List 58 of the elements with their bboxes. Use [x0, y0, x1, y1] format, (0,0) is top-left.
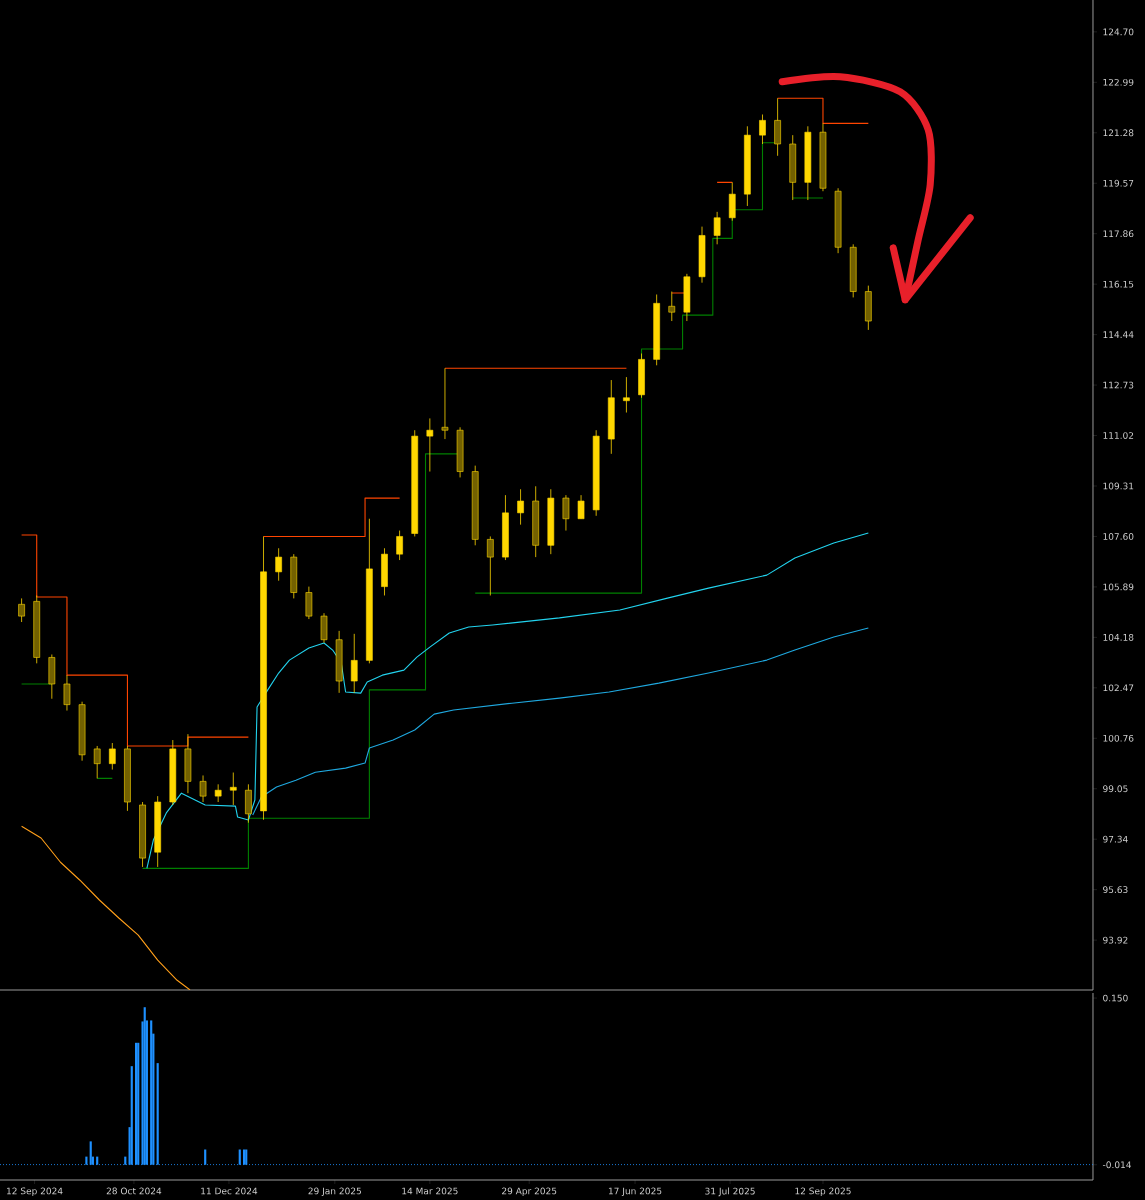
line-series [146, 532, 869, 869]
x-tick-label: 17 Jun 2025 [608, 1187, 662, 1197]
y-tick-label: 124.70 [1103, 28, 1134, 36]
candlestick [668, 291, 676, 322]
candlestick [441, 367, 449, 440]
x-tick-label: 31 Jul 2025 [705, 1187, 755, 1197]
x-tick-label: 12 Sep 2024 [7, 1187, 63, 1197]
x-tick-label: 12 Sep 2025 [795, 1187, 851, 1197]
candlestick [93, 745, 101, 779]
candlestick [275, 547, 282, 582]
y-tick-label: 99.05 [1103, 785, 1128, 793]
candlestick [18, 598, 25, 623]
y-tick-label: 114.44 [1103, 331, 1134, 338]
candlestick [623, 376, 630, 413]
y-tick-label: 97.34 [1103, 835, 1128, 843]
y-tick-label: 93.92 [1103, 936, 1128, 944]
x-tick-label: 29 Apr 2025 [502, 1187, 557, 1197]
candlestick [728, 181, 736, 222]
candlestick [320, 612, 328, 644]
candlestick [759, 114, 766, 145]
y-tick-label: 122.99 [1103, 78, 1134, 86]
candlestick [245, 783, 252, 824]
candlestick [109, 742, 116, 770]
y-tick-label: -0.014 [1102, 1161, 1132, 1169]
candlestick [199, 775, 207, 803]
bar [143, 1007, 146, 1165]
candlestick [305, 586, 313, 620]
bar [89, 1141, 92, 1165]
line-series [21, 825, 191, 990]
candlestick [396, 530, 403, 561]
y-tick-label: 119.57 [1103, 179, 1134, 187]
y-tick-label: 100.76 [1103, 734, 1134, 742]
y-tick-label: 111.02 [1103, 432, 1134, 439]
candlestick [426, 418, 434, 472]
candlestick [577, 494, 585, 520]
x-tick-label: 14 Mar 2025 [402, 1187, 458, 1195]
y-tick-label: 0.150 [1103, 994, 1128, 1002]
candlestick [517, 488, 524, 526]
y-tick-label: 105.89 [1103, 583, 1134, 591]
y-tick-label: 95.63 [1103, 886, 1128, 894]
y-tick-label: 121.28 [1103, 129, 1134, 137]
candlestick [713, 211, 721, 245]
y-tick-label: 107.60 [1103, 533, 1134, 540]
candlestick [229, 772, 237, 806]
y-tick-label: 102.47 [1103, 684, 1134, 692]
y-tick-label: 104.18 [1103, 633, 1134, 641]
y-tick-label: 112.73 [1103, 381, 1134, 389]
candlestick [774, 97, 781, 157]
candlestick [350, 633, 358, 694]
y-tick-label: 116.15 [1103, 280, 1134, 288]
candlestick [487, 536, 494, 596]
x-tick-label: 11 Dec 2024 [201, 1187, 258, 1195]
candlestick [63, 674, 71, 711]
y-tick-label: 117.86 [1103, 230, 1134, 238]
candlestick [562, 494, 570, 531]
x-tick-label: 29 Jan 2025 [308, 1187, 361, 1197]
x-tick-label: 28 Oct 2024 [106, 1187, 162, 1195]
y-tick-label: 109.31 [1103, 482, 1134, 490]
